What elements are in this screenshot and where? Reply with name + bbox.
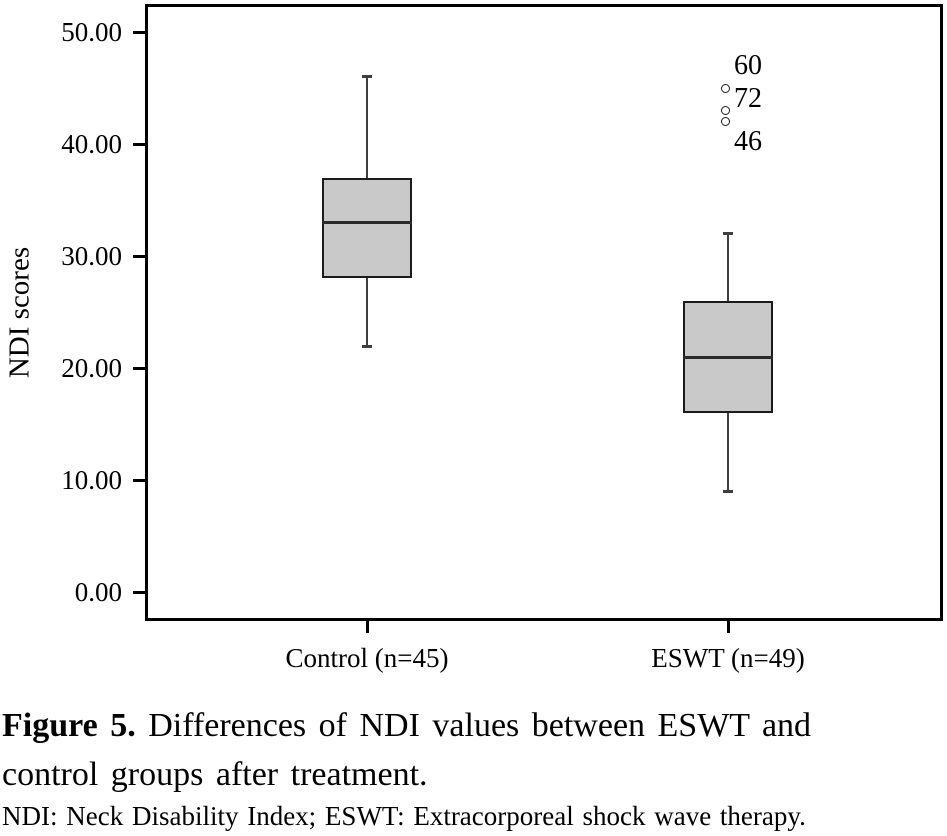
whisker-lower-stem bbox=[727, 412, 729, 492]
x-category-label: ESWT (n=49) bbox=[651, 643, 805, 673]
outlier-point bbox=[720, 105, 730, 115]
y-tick-mark bbox=[133, 478, 145, 482]
box-median-line bbox=[683, 355, 773, 359]
y-tick-mark bbox=[133, 254, 145, 258]
y-tick-mark bbox=[133, 366, 145, 370]
boxplot-chart: NDI scores 50.00 40.00 30.00 20.00 10.00 0.00… bbox=[4, 4, 943, 673]
y-tick-label: 40.00 bbox=[61, 129, 122, 159]
x-tick-mark bbox=[365, 621, 369, 633]
whisker-upper-cap bbox=[723, 231, 733, 235]
y-tick-mark bbox=[133, 30, 145, 34]
outlier-case-label: 46 bbox=[734, 125, 762, 157]
outlier-point bbox=[720, 83, 730, 93]
y-tick-mark bbox=[133, 590, 145, 594]
plot-frame bbox=[145, 4, 943, 621]
outlier-case-label: 60 bbox=[734, 49, 762, 81]
whisker-lower-stem bbox=[366, 278, 368, 346]
y-tick-mark bbox=[133, 142, 145, 146]
x-tick-mark bbox=[726, 621, 730, 633]
figure-caption-line2: control groups after treatment. bbox=[2, 756, 428, 793]
whisker-upper-stem bbox=[366, 76, 368, 178]
y-tick-label: 0.00 bbox=[74, 577, 122, 607]
whisker-lower-cap bbox=[362, 344, 372, 348]
whisker-upper-cap bbox=[362, 74, 372, 78]
x-category-label: Control (n=45) bbox=[285, 643, 449, 673]
figure-footnote: NDI: Neck Disability Index; ESWT: Extrac… bbox=[2, 801, 806, 831]
box-median-line bbox=[322, 221, 412, 225]
whisker-lower-cap bbox=[723, 490, 733, 494]
figure-caption: Figure 5. Differences of NDI values betw… bbox=[2, 701, 947, 799]
whisker-upper-stem bbox=[727, 233, 729, 301]
y-tick-label: 10.00 bbox=[61, 465, 122, 495]
outlier-case-label: 72 bbox=[734, 83, 762, 115]
y-tick-label: 30.00 bbox=[61, 241, 122, 271]
figure-caption-line1: Differences of NDI values between ESWT a… bbox=[148, 707, 812, 744]
y-tick-label: 50.00 bbox=[61, 17, 122, 47]
figure-caption-label: Figure 5. bbox=[2, 707, 136, 744]
y-tick-label: 20.00 bbox=[61, 353, 122, 383]
outlier-point bbox=[720, 117, 730, 127]
box-iqr bbox=[322, 177, 412, 279]
